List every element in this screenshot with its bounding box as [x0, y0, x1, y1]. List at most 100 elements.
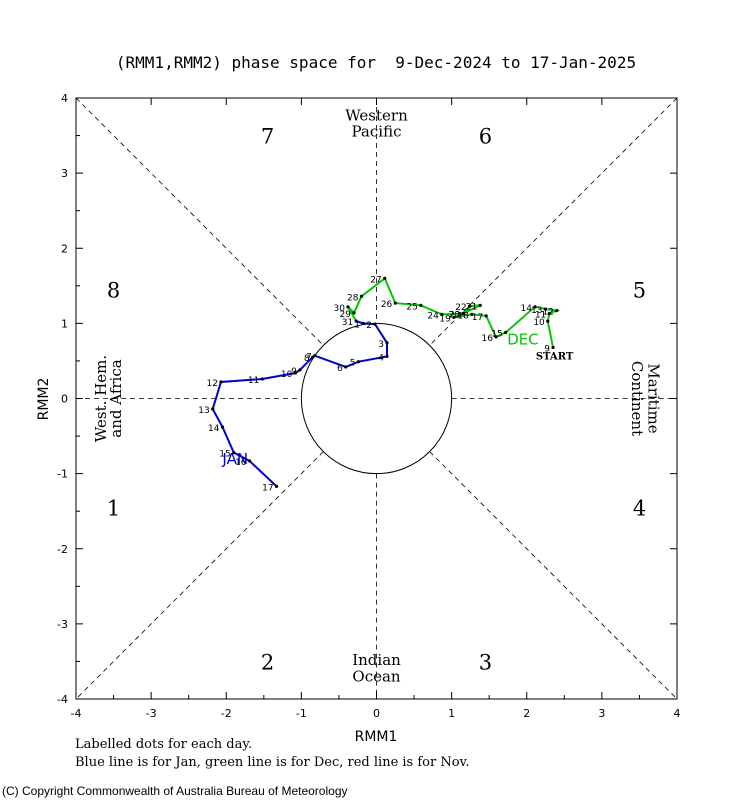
day-label-dec: 19 [439, 314, 451, 324]
x-tick-label: -4 [71, 707, 82, 720]
y-tick-label: 1 [61, 317, 68, 330]
day-dot-dec [555, 309, 559, 313]
day-label-dec: 12 [542, 308, 553, 318]
day-label-dec: 18 [457, 311, 469, 321]
day-dot-jan [211, 407, 215, 411]
x-tick-label: -3 [146, 707, 157, 720]
series-link [355, 320, 364, 325]
unit-circle [300, 322, 453, 475]
day-dot-dec [494, 335, 498, 339]
y-tick-label: 4 [61, 92, 68, 105]
day-label-dec: 17 [472, 313, 483, 323]
day-dot-dec [504, 330, 508, 334]
day-label-dec: 21 [466, 302, 477, 312]
day-label-jan: 16 [235, 458, 247, 468]
day-label-dec: 22 [455, 303, 466, 313]
day-dot-dec [533, 305, 537, 309]
day-label-jan: 15 [219, 450, 230, 460]
day-dot-dec [546, 319, 550, 323]
day-label-dec: 16 [481, 334, 493, 344]
day-dot-jan [373, 322, 377, 326]
day-dot-jan [311, 355, 315, 359]
diagonal-guide [75, 451, 324, 700]
x-tick-label: -2 [221, 707, 232, 720]
x-tick-label: -1 [296, 707, 307, 720]
day-label-jan: 17 [262, 483, 273, 493]
y-axis-label: RMM2 [36, 378, 52, 421]
day-label-jan: 8 [304, 354, 310, 364]
y-tick-label: -4 [57, 693, 68, 706]
day-dot-dec [346, 305, 350, 309]
y-tick-label: -3 [57, 618, 68, 631]
x-tick-label: 1 [448, 707, 455, 720]
x-tick-label: 3 [598, 707, 605, 720]
day-label-jan: 4 [378, 353, 384, 363]
region-label-left: West. Hem. [92, 355, 110, 442]
day-dot-dec [393, 301, 397, 305]
y-tick-label: 0 [61, 393, 68, 406]
day-label-jan: 5 [350, 359, 356, 369]
day-dot-dec [551, 345, 555, 350]
day-dot-dec [470, 312, 474, 316]
start-label: START [536, 351, 574, 362]
day-label-dec: 9 [544, 344, 550, 354]
copyright-notice: (C) Copyright Commonwealth of Australia … [2, 784, 348, 798]
day-label-jan: 11 [248, 376, 259, 386]
x-tick-label: 0 [373, 707, 380, 720]
day-dot-jan [313, 354, 317, 358]
phase-number: 6 [479, 125, 492, 149]
day-dot-dec [547, 312, 551, 316]
y-tick-label: -1 [57, 468, 68, 481]
y-tick-label: 3 [61, 167, 68, 180]
day-dot-jan [247, 459, 252, 463]
phase-number: 1 [107, 496, 120, 520]
day-dot-dec [352, 311, 356, 315]
month-label-dec: DEC [507, 330, 539, 348]
day-dot-jan [356, 360, 361, 364]
region-label-top: Pacific [352, 122, 402, 140]
y-tick-label: 2 [61, 242, 68, 255]
day-dot-jan [344, 365, 348, 369]
region-label-top: Western [345, 107, 408, 125]
day-label-jan: 6 [337, 364, 343, 374]
phase-number: 5 [633, 279, 646, 303]
phase-number: 2 [261, 650, 274, 674]
footnote-line-colors: Blue line is for Jan, green line is for … [75, 755, 470, 770]
day-dot-jan [385, 341, 389, 345]
day-label-dec: 14 [521, 304, 533, 314]
day-dot-dec [383, 276, 387, 280]
month-label-jan: JAN [221, 450, 248, 468]
day-dot-jan [298, 368, 302, 372]
day-dot-jan [220, 425, 225, 429]
day-dot-dec [543, 307, 548, 311]
day-dot-dec [419, 303, 423, 307]
day-dot-jan [232, 450, 236, 455]
region-label-right: Continent [628, 361, 646, 436]
day-label-dec: 24 [427, 311, 439, 321]
day-dot-dec [452, 315, 456, 319]
day-label-dec: 20 [448, 311, 460, 321]
day-label-dec: 23 [449, 311, 460, 321]
x-axis-label: RMM1 [355, 729, 398, 745]
day-label-jan: 12 [207, 379, 218, 389]
day-dot-dec [468, 304, 472, 308]
day-label-dec: 13 [531, 306, 542, 316]
region-label-bottom: Indian [352, 651, 401, 669]
region-label-right: Maritime [644, 363, 662, 433]
diagonal-guide [429, 97, 678, 346]
day-label-jan: 3 [378, 340, 384, 350]
day-label-jan: 10 [281, 370, 293, 380]
phase-number: 3 [479, 650, 492, 674]
day-label-dec: 25 [406, 302, 417, 312]
day-label-dec: 30 [333, 304, 345, 314]
phase-number: 8 [107, 279, 120, 303]
day-dot-jan [385, 354, 389, 359]
day-label-jan: 7 [306, 353, 312, 363]
region-label-left: and Africa [107, 359, 125, 437]
day-label-dec: 26 [381, 300, 393, 310]
day-dot-jan [293, 371, 297, 375]
day-label-dec: 31 [342, 318, 353, 328]
day-dot-jan [219, 380, 223, 384]
